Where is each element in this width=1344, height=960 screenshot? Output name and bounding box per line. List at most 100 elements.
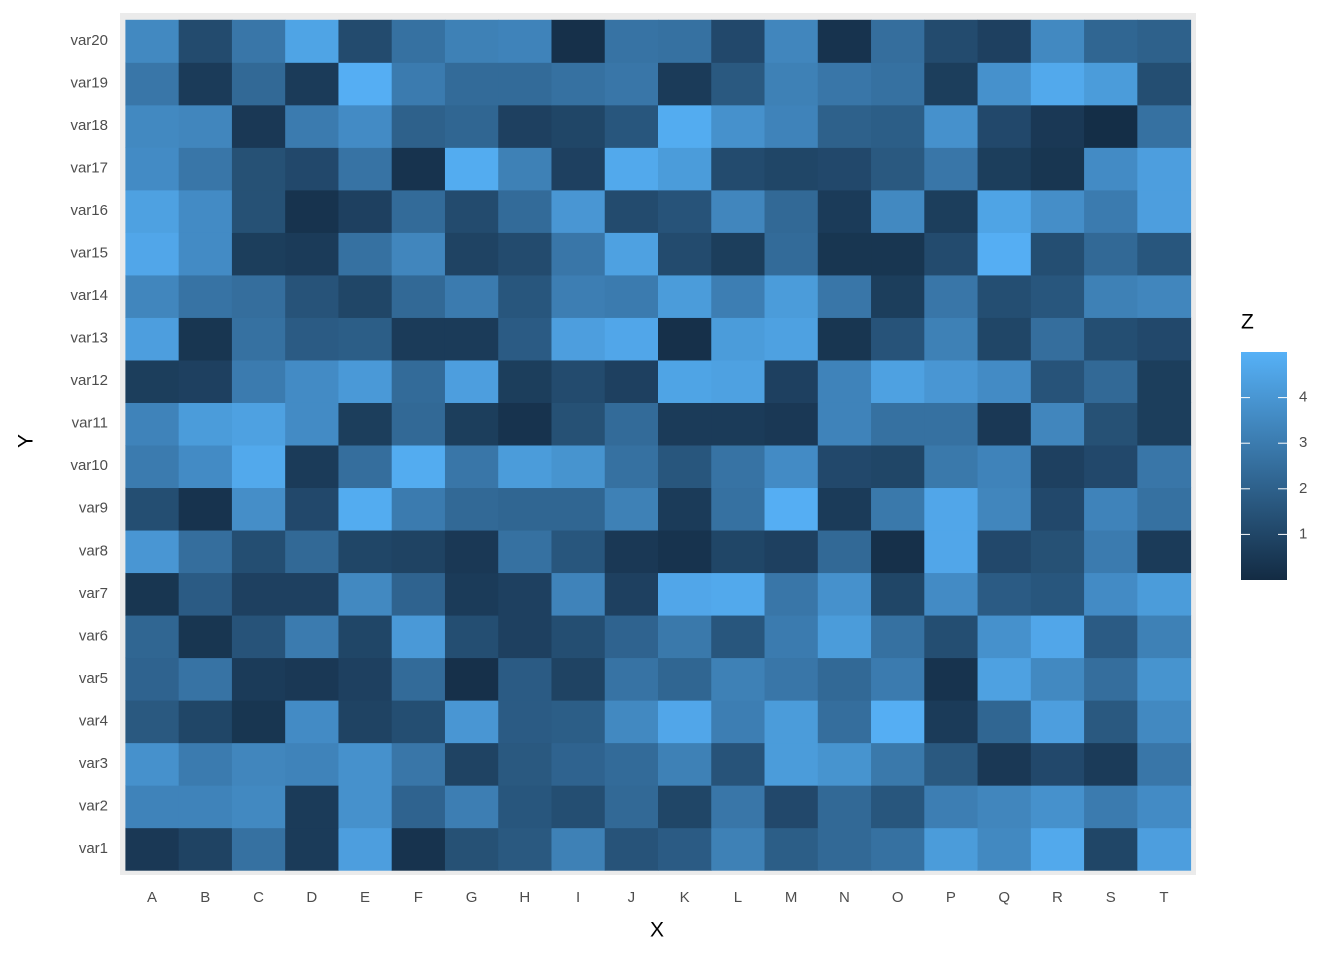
tile: [977, 104, 1032, 148]
tile: [1084, 445, 1138, 489]
tile: [977, 359, 1032, 403]
tile: [1137, 657, 1192, 701]
tile: [285, 827, 339, 871]
tile: [551, 487, 606, 531]
tile: [1084, 189, 1138, 233]
tile: [498, 402, 552, 446]
tile: [924, 445, 979, 489]
tile: [1030, 317, 1085, 361]
tile: [817, 785, 872, 829]
tile: [498, 317, 552, 361]
tile: [444, 657, 499, 701]
tile: [338, 700, 393, 744]
legend-tick-label: 3: [1299, 434, 1307, 451]
tile: [391, 572, 446, 616]
tile: [871, 274, 925, 318]
tile: [604, 785, 659, 829]
tile: [391, 232, 446, 276]
tile: [764, 445, 819, 489]
tile: [604, 827, 659, 871]
tile: [924, 232, 979, 276]
tile: [1084, 274, 1138, 318]
tile: [125, 104, 180, 148]
tile: [764, 487, 819, 531]
tile: [1084, 487, 1138, 531]
tile: [977, 402, 1032, 446]
tile: [817, 147, 872, 191]
tile: [924, 827, 979, 871]
tile: [498, 487, 552, 531]
tile: [871, 827, 925, 871]
tile: [285, 742, 339, 786]
tile: [658, 104, 712, 148]
tile: [285, 487, 339, 531]
tile: [231, 19, 286, 63]
tile: [604, 445, 659, 489]
tile: [231, 785, 286, 829]
y-tick-label: var15: [70, 245, 108, 262]
y-tick-label: var1: [79, 840, 108, 857]
tile: [444, 700, 499, 744]
tile: [498, 572, 552, 616]
tile: [1137, 445, 1192, 489]
tile: [711, 785, 766, 829]
tile: [924, 274, 979, 318]
tile: [977, 487, 1032, 531]
tile: [551, 572, 606, 616]
x-tick-label: H: [519, 889, 530, 906]
tile: [178, 657, 233, 701]
tile: [338, 189, 393, 233]
tile: [231, 700, 286, 744]
y-tick-label: var4: [79, 712, 108, 729]
tile: [444, 785, 499, 829]
tile: [1137, 615, 1192, 659]
tile: [444, 402, 499, 446]
tile: [924, 487, 979, 531]
tile: [498, 785, 552, 829]
tile: [444, 742, 499, 786]
tile: [977, 827, 1032, 871]
tile: [711, 317, 766, 361]
tile: [1030, 147, 1085, 191]
y-tick-label: var19: [70, 75, 108, 92]
tile: [817, 445, 872, 489]
tile: [604, 317, 659, 361]
y-tick-label: var10: [70, 457, 108, 474]
tile: [338, 445, 393, 489]
x-tick-label: P: [946, 889, 956, 906]
tile: [871, 445, 925, 489]
tile: [1084, 104, 1138, 148]
tile: [551, 827, 606, 871]
tile: [817, 232, 872, 276]
tile: [125, 359, 180, 403]
tile: [285, 274, 339, 318]
tile: [1137, 742, 1192, 786]
tile: [231, 232, 286, 276]
tile: [924, 530, 979, 574]
tile: [764, 785, 819, 829]
tile: [125, 19, 180, 63]
y-tick-label: var8: [79, 542, 108, 559]
tile: [1084, 359, 1138, 403]
tile: [817, 104, 872, 148]
tile: [1137, 189, 1192, 233]
tile: [977, 445, 1032, 489]
tile: [231, 104, 286, 148]
tile: [498, 359, 552, 403]
tile: [285, 402, 339, 446]
tile: [817, 530, 872, 574]
tile: [924, 700, 979, 744]
tile: [178, 827, 233, 871]
tile: [604, 657, 659, 701]
tile: [764, 232, 819, 276]
tile: [604, 530, 659, 574]
tile: [125, 487, 180, 531]
tile: [231, 189, 286, 233]
tile: [498, 700, 552, 744]
tile: [391, 700, 446, 744]
tile: [551, 104, 606, 148]
tile: [125, 615, 180, 659]
tile: [817, 827, 872, 871]
x-tick-label: K: [680, 889, 690, 906]
tile: [444, 232, 499, 276]
